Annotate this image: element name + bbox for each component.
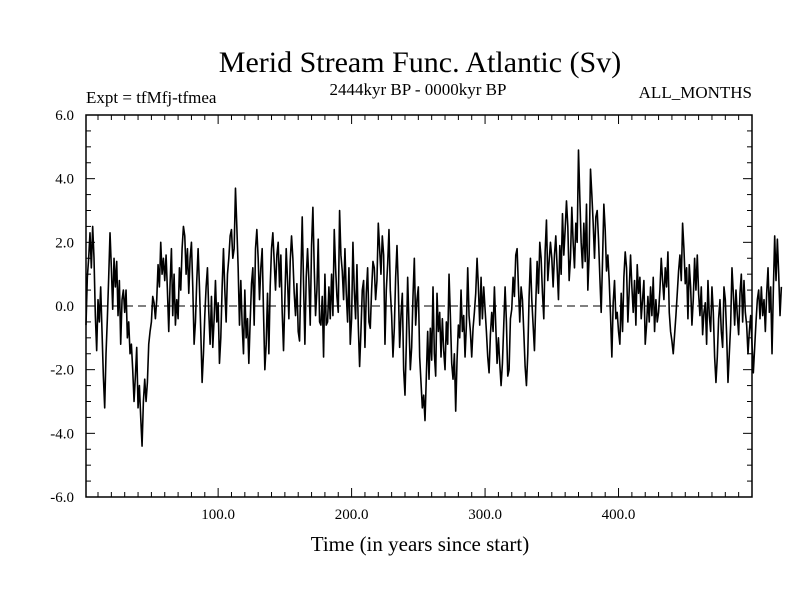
months-label: ALL_MONTHS [639,83,752,102]
chart-title: Merid Stream Func. Atlantic (Sv) [219,46,621,79]
y-tick-label: 0.0 [55,299,74,315]
plot-frame [85,114,753,498]
y-tick-label: -2.0 [50,363,74,379]
experiment-label: Expt = tfMfj-tfmea [86,88,217,107]
x-tick-label: 200.0 [335,507,369,523]
period-label: 2444kyr BP - 0000kyr BP [330,80,507,99]
y-tick-label: -6.0 [50,490,74,506]
x-axis-label: Time (in years since start) [311,532,530,556]
y-tick-label: 2.0 [55,235,74,251]
series-line [85,149,783,447]
y-tick-label: 6.0 [55,108,74,124]
x-tick-label: 300.0 [468,507,502,523]
x-tick-label: 400.0 [602,507,636,523]
y-tick-label: 4.0 [55,172,74,188]
y-tick-label: -4.0 [50,426,74,442]
tick-labels: 100.0 200.0 300.0 400.0 -6.0 -4.0 -2.0 0.0 2.0 4.… [50,108,635,523]
x-tick-label: 100.0 [201,507,235,523]
